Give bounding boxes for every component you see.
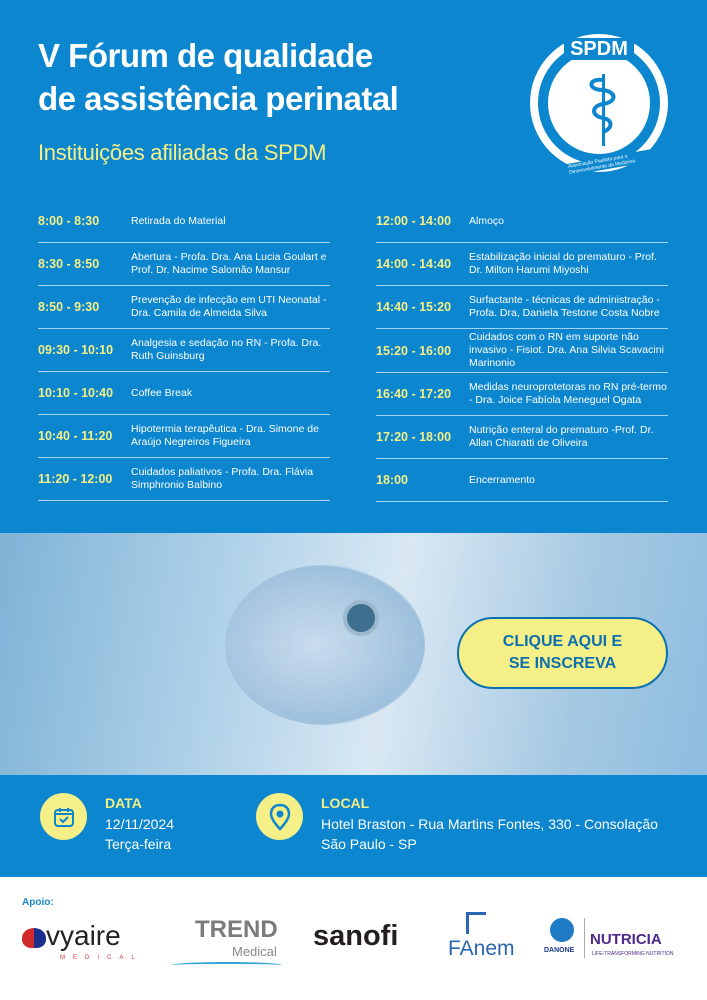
sanofi-logo: sanofi <box>313 920 399 952</box>
schedule-time: 11:20 - 12:00 <box>38 472 113 486</box>
weekday-value: Terça-feira <box>105 836 172 852</box>
schedule-description: Estabilização inicial do prematuro - Pro… <box>469 251 657 276</box>
calendar-icon <box>40 793 87 840</box>
nutricia-logo: NUTRICIA <box>590 931 662 948</box>
schedule-row: 16:40 - 17:20 Medidas neuroprotetoras no … <box>376 373 668 416</box>
register-button[interactable]: CLIQUE AQUI E SE INSCREVA <box>457 617 668 689</box>
schedule-row: 15:20 - 16:00 Cuidados com o RN em suport… <box>376 329 668 373</box>
vyaire-logo: vyaire <box>22 922 121 950</box>
rod-of-asclepius-icon <box>589 74 616 146</box>
schedule-description: Hipotermia terapêutica - Dra. Simone de … <box>131 423 319 448</box>
schedule-description: Retirada do Material <box>131 214 226 227</box>
register-button-line-1: CLIQUE AQUI E <box>502 633 623 650</box>
local-label: LOCAL <box>321 795 370 811</box>
stethoscope-image <box>343 600 379 636</box>
location-pin-icon <box>256 793 303 840</box>
schedule-right: 12:00 - 14:00 Almoço 14:00 - 14:40 Estabili… <box>376 200 668 502</box>
logo-text: SPDM <box>564 38 634 60</box>
logo-subtext: Associação Paulista para o Desenvolvimen… <box>565 147 661 177</box>
schedule-row: 10:40 - 11:20 Hipotermia terapêutica - Dr… <box>38 415 330 458</box>
schedule-row: 14:00 - 14:40 Estabilização inicial do pr… <box>376 243 668 286</box>
schedule-row: 14:40 - 15:20 Surfactante - técnicas de a… <box>376 286 668 329</box>
subtitle: Instituições afiliadas da SPDM <box>38 140 327 165</box>
date-text: 12/11/2024 Terça-feira <box>105 814 174 854</box>
address-text: Hotel Braston - Rua Martins Fontes, 330 … <box>321 814 658 854</box>
schedule-row: 18:00 Encerramento <box>376 459 668 502</box>
page-title: V Fórum de qualidade de assistência peri… <box>38 34 399 120</box>
date-value: 12/11/2024 <box>105 816 175 832</box>
address-value: Hotel Braston - Rua Martins Fontes, 330 … <box>321 816 658 832</box>
schedule-time: 09:30 - 10:10 <box>38 343 114 357</box>
event-info-section <box>0 775 707 877</box>
baby-image <box>225 565 425 725</box>
schedule-description: Almoço <box>469 214 505 227</box>
schedule-row: 17:20 - 18:00 Nutrição enteral do prematu… <box>376 416 668 459</box>
fanem-mark-icon <box>466 912 486 934</box>
fanem-logo: FAnem <box>448 937 515 960</box>
schedule-time: 8:50 - 9:30 <box>38 300 100 314</box>
schedule-time: 14:00 - 14:40 <box>376 257 452 271</box>
schedule-row: 12:00 - 14:00 Almoço <box>376 200 668 243</box>
schedule-description: Surfactante - técnicas de administração … <box>469 294 660 319</box>
schedule-time: 18:00 <box>376 473 408 487</box>
schedule-time: 12:00 - 14:00 <box>376 214 452 228</box>
schedule-left: 8:00 - 8:30 Retirada do Material 8:30 - 8:… <box>38 200 330 501</box>
title-line-1: V Fórum de qualidade <box>38 37 373 74</box>
danone-logo: DANONE <box>544 947 575 954</box>
title-line-2: de assistência perinatal <box>38 80 399 117</box>
schedule-description: Prevenção de infecção em UTI Neonatal - … <box>131 294 327 319</box>
schedule-row: 09:30 - 10:10 Analgesia e sedação no RN -… <box>38 329 330 372</box>
vyaire-medical-text: MEDICAL <box>60 955 143 961</box>
schedule-row: 8:30 - 8:50 Abertura - Profa. Dra. Ana Lu… <box>38 243 330 286</box>
schedule-description: Encerramento <box>469 473 535 486</box>
register-button-line-2: SE INSCREVA <box>508 655 617 672</box>
schedule-time: 17:20 - 18:00 <box>376 430 452 444</box>
schedule-time: 15:20 - 16:00 <box>376 343 452 358</box>
schedule-time: 8:00 - 8:30 <box>38 214 100 228</box>
schedule-description: Analgesia e sedação no RN - Profa. Dra. … <box>131 337 322 362</box>
schedule-row: 11:20 - 12:00 Cuidados paliativos - Profa… <box>38 458 330 501</box>
schedule-time: 16:40 - 17:20 <box>376 387 452 401</box>
trend-logo: TREND <box>195 916 278 943</box>
nutricia-tagline: LIFE-TRANSFORMING NUTRITION <box>592 951 674 957</box>
schedule-description: Cuidados com o RN em suporte não invasiv… <box>469 331 664 369</box>
schedule-row: 8:00 - 8:30 Retirada do Material <box>38 200 330 243</box>
sponsors-label: Apoio: <box>22 897 54 908</box>
schedule-time: 8:30 - 8:50 <box>38 257 100 271</box>
date-label: DATA <box>105 795 142 811</box>
schedule-description: Medidas neuroprotetoras no RN pré-termo … <box>469 381 667 406</box>
wave-icon <box>172 962 282 968</box>
schedule-row: 8:50 - 9:30 Prevenção de infecção em UTI … <box>38 286 330 329</box>
trend-medical-text: Medical <box>232 944 277 959</box>
danone-mark-icon <box>550 918 574 942</box>
schedule-description: Nutrição enteral do prematuro -Prof. Dr.… <box>469 424 654 449</box>
header-section: V Fórum de qualidade de assistência peri… <box>0 0 707 533</box>
spdm-logo: SPDM Associação Paulista para o Desenvol… <box>530 34 668 177</box>
city-value: São Paulo - SP <box>321 836 417 852</box>
schedule-description: Abertura - Profa. Dra. Ana Lucia Goulart… <box>131 251 327 276</box>
schedule-time: 10:10 - 10:40 <box>38 386 114 400</box>
schedule-row: 10:10 - 10:40 Coffee Break <box>38 372 330 415</box>
schedule-time: 14:40 - 15:20 <box>376 300 452 314</box>
schedule-description: Cuidados paliativos - Profa. Dra. Flávia… <box>131 466 314 491</box>
schedule-time: 10:40 - 11:20 <box>38 429 113 443</box>
schedule-description: Coffee Break <box>131 386 193 399</box>
